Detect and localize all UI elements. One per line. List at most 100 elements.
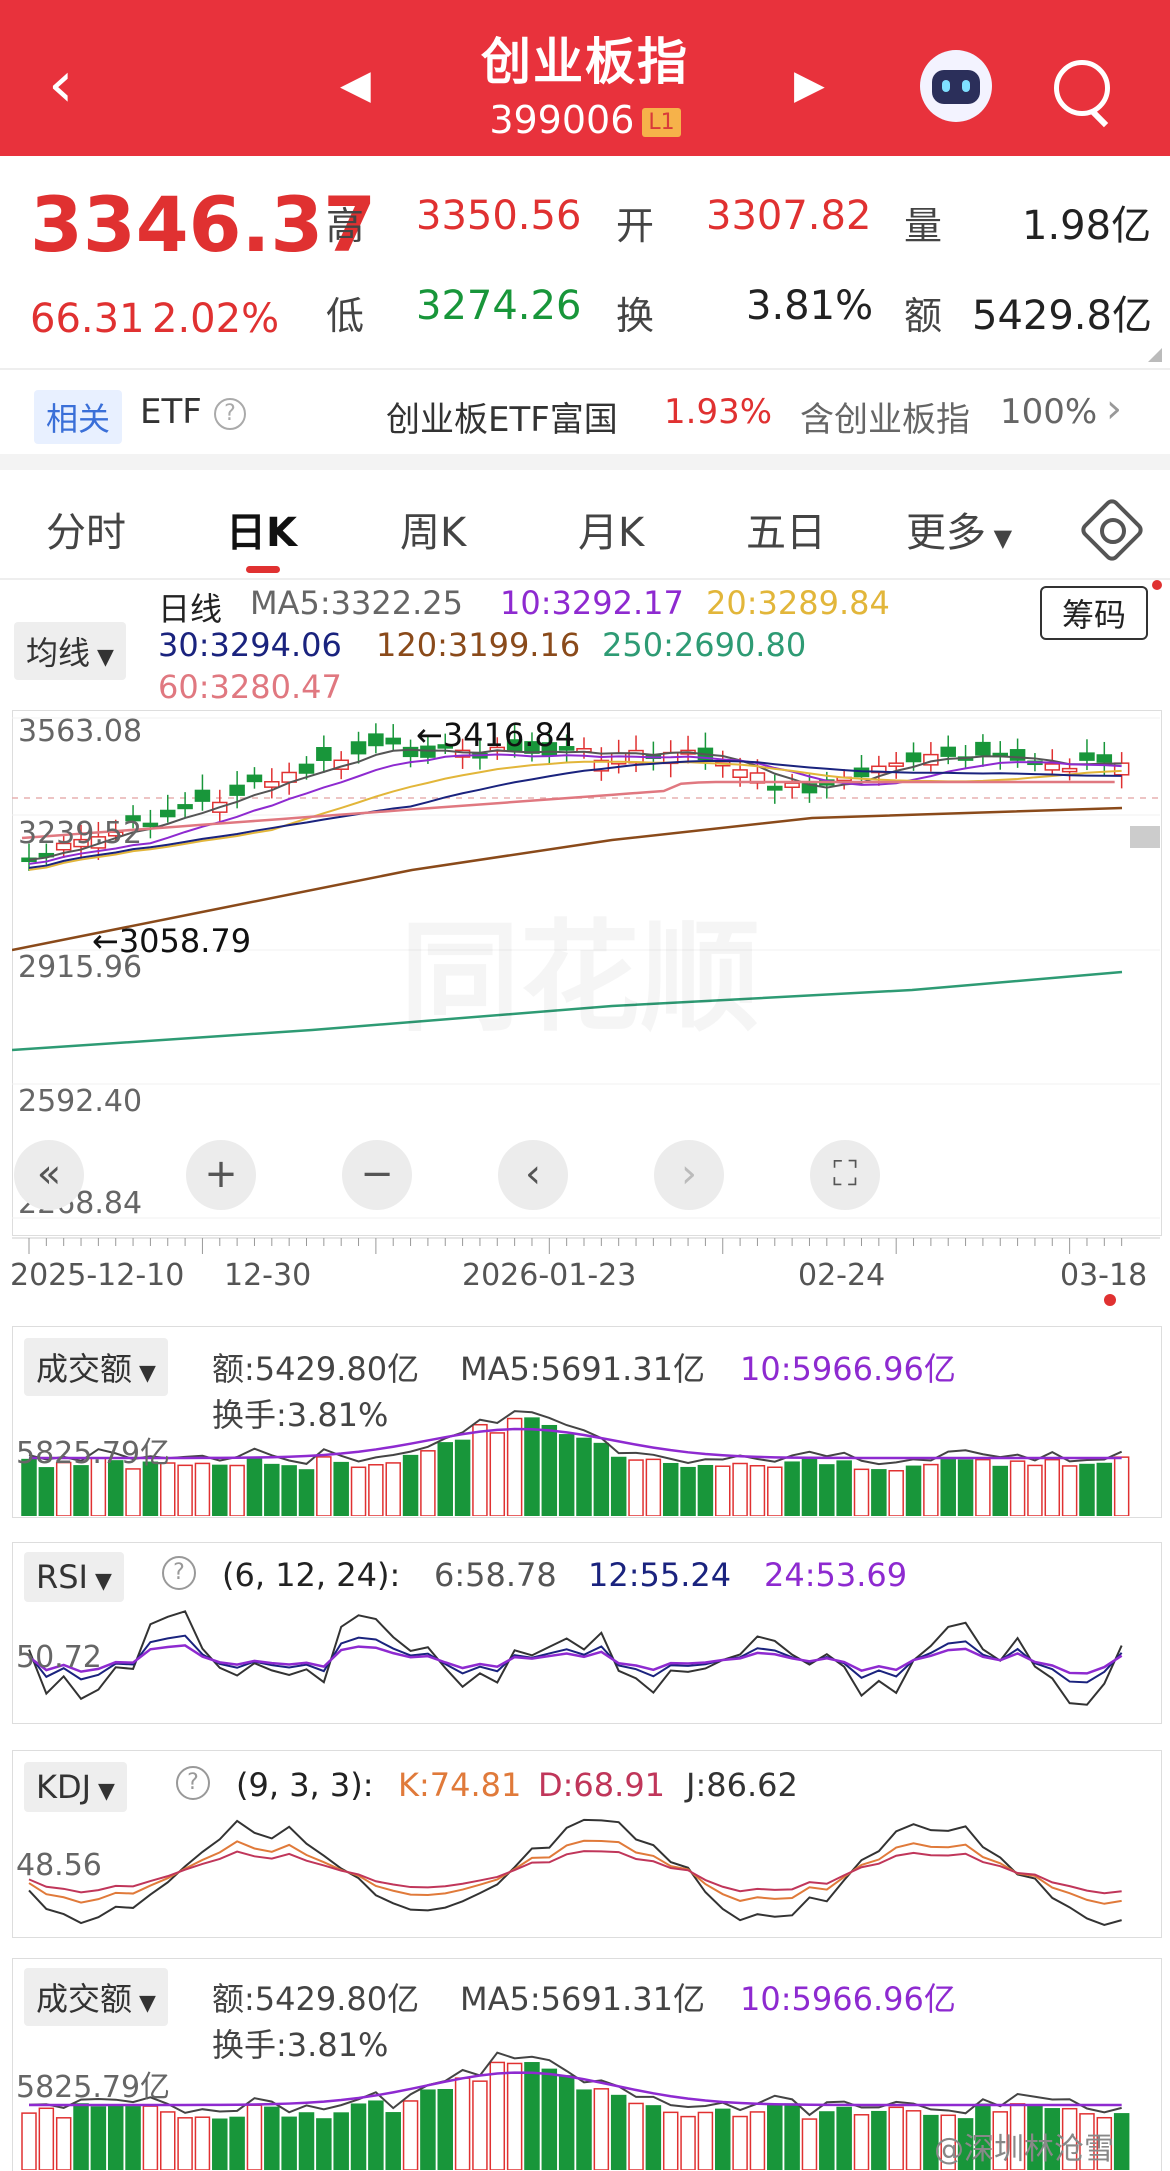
volume2-amount: 额:5429.80亿 <box>212 1980 420 2018</box>
rsi-24-value: 24:53.69 <box>764 1556 908 1594</box>
etf-fund-pct: 1.93% <box>664 392 773 432</box>
ma60-value: 60:3280.47 <box>158 668 342 706</box>
kdj-panel <box>12 1750 1162 1938</box>
kdj-params: (9, 3, 3): <box>236 1766 374 1804</box>
rsi-lines <box>28 1610 1123 1706</box>
kline-y-label: 2915.96 <box>18 950 143 985</box>
low-label: 低 <box>326 294 365 338</box>
x-axis-label: 2025-12-10 <box>10 1258 185 1293</box>
zoom-out-fast-icon[interactable]: « <box>14 1140 84 1210</box>
ma-selector-label: 均线 <box>26 634 91 672</box>
volume2-ma10: 10:5966.96亿 <box>740 1980 956 2018</box>
tab-weekly-k[interactable]: 周K <box>400 510 467 556</box>
tab-intraday[interactable]: 分时 <box>46 510 126 556</box>
divider <box>0 578 1170 580</box>
fullscreen-icon[interactable]: ⛶ <box>810 1140 880 1210</box>
kdj-selector-label: KDJ <box>36 1768 92 1806</box>
expand-corner-icon[interactable] <box>1148 348 1162 362</box>
rsi-panel <box>12 1542 1162 1724</box>
volume-bars <box>21 1410 1130 1516</box>
ma10-value: 10:3292.17 <box>500 584 684 622</box>
watermark-credit: @深圳林沧雪 <box>934 2132 1114 2167</box>
rsi-12-value: 12:55.24 <box>588 1556 732 1594</box>
notification-dot <box>1152 580 1162 590</box>
ma5-value: MA5:3322.25 <box>250 584 463 622</box>
scroll-left-icon[interactable]: ‹ <box>498 1140 568 1210</box>
tab-daily-k[interactable]: 日K <box>226 510 297 556</box>
last-price: 3346.37 <box>30 180 377 269</box>
tab-more[interactable]: 更多 ▼ <box>906 500 1012 558</box>
high-value: 3350.56 <box>416 193 582 239</box>
time-axis <box>12 1237 1160 1254</box>
tab-monthly-k[interactable]: 月K <box>578 510 645 556</box>
tab-more-label: 更多 <box>906 510 986 556</box>
volume-amount: 额:5429.80亿 <box>212 1350 420 1388</box>
volume-panel <box>12 1326 1162 1518</box>
help-icon[interactable]: ? <box>214 398 246 430</box>
caret-down-icon: ▼ <box>132 1991 156 2016</box>
ma20-value: 20:3289.84 <box>706 584 890 622</box>
ma-selector[interactable]: 均线 ▼ <box>14 622 126 680</box>
kdj-j-value: J:86.62 <box>686 1766 798 1804</box>
x-axis-label: 02-24 <box>798 1258 886 1293</box>
watermark-logo: 同花顺 <box>400 880 760 1054</box>
rsi-selector-label: RSI <box>36 1558 88 1596</box>
robot-assistant-icon[interactable] <box>920 50 992 122</box>
kdj-k-value: K:74.81 <box>398 1766 522 1804</box>
ma120-value: 120:3199.16 <box>376 626 581 664</box>
volume-bars-2 <box>21 2051 1130 2170</box>
volume-indicator-selector[interactable]: 成交额 ▼ <box>24 1338 168 1396</box>
next-stock-icon[interactable]: ▶ <box>794 62 825 108</box>
caret-down-icon: ▼ <box>132 1361 156 1386</box>
page-title: 创业板指 <box>481 33 689 91</box>
volume-ma5: MA5:5691.31亿 <box>460 1350 705 1388</box>
ma-period-name: 日线 <box>158 590 223 628</box>
caret-down-icon: ▼ <box>986 524 1013 552</box>
kdj-selector[interactable]: KDJ ▼ <box>24 1762 127 1812</box>
prev-stock-icon[interactable]: ◀ <box>340 62 371 108</box>
zoom-in-icon[interactable]: + <box>186 1140 256 1210</box>
rsi-selector[interactable]: RSI ▼ <box>24 1552 124 1602</box>
low-value: 3274.26 <box>416 283 582 329</box>
help-icon[interactable]: ? <box>176 1766 210 1800</box>
volume-value: 1.98亿 <box>1022 203 1152 249</box>
open-label: 开 <box>616 204 655 248</box>
volume-panel-2 <box>12 1958 1162 2171</box>
level-badge: L1 <box>642 108 681 137</box>
kline-chart[interactable] <box>12 710 1160 1234</box>
zoom-minus-icon[interactable]: − <box>342 1140 412 1210</box>
kdj-y-label: 48.56 <box>16 1848 102 1883</box>
current-date-dot <box>1104 1294 1116 1306</box>
open-value: 3307.82 <box>706 193 872 239</box>
kdj-lines <box>28 1818 1122 1927</box>
volume2-turnover: 换手:3.81% <box>212 2026 389 2064</box>
x-axis-label: 2026-01-23 <box>462 1258 637 1293</box>
kdj-d-value: D:68.91 <box>538 1766 666 1804</box>
active-tab-indicator <box>246 566 280 573</box>
x-axis-label: 03-18 <box>1060 1258 1148 1293</box>
divider <box>0 368 1170 370</box>
caret-down-icon: ▼ <box>87 1569 112 1594</box>
x-axis-label: 12-30 <box>224 1258 312 1293</box>
etf-label[interactable]: ETF <box>140 392 202 432</box>
volume-indicator-selector-2[interactable]: 成交额 ▼ <box>24 1968 168 2026</box>
amount-label: 额 <box>904 294 943 338</box>
caret-down-icon: ▼ <box>91 1779 115 1804</box>
turnover-label: 换 <box>616 294 655 338</box>
chevron-right-icon[interactable]: › <box>1106 386 1122 432</box>
kline-high-marker: ←3416.84 <box>416 716 576 754</box>
kline-y-label: 3563.08 <box>18 714 143 749</box>
scroll-right-icon[interactable]: › <box>654 1140 724 1210</box>
etf-fund-name[interactable]: 创业板ETF富国 <box>386 400 618 440</box>
chip-distribution-button[interactable]: 筹码 <box>1040 586 1149 640</box>
stock-code-text: 399006 <box>489 98 635 142</box>
search-icon[interactable] <box>1054 60 1110 116</box>
back-icon[interactable]: ‹ <box>48 48 74 122</box>
volume-selector-label: 成交额 <box>36 1350 133 1388</box>
help-icon[interactable]: ? <box>162 1556 196 1590</box>
rsi-params: (6, 12, 24): <box>222 1556 401 1594</box>
ma250-value: 250:2690.80 <box>602 626 807 664</box>
tab-five-day[interactable]: 五日 <box>746 510 826 556</box>
amount-value: 5429.8亿 <box>972 293 1152 339</box>
rsi-y-label: 50.72 <box>16 1640 102 1675</box>
